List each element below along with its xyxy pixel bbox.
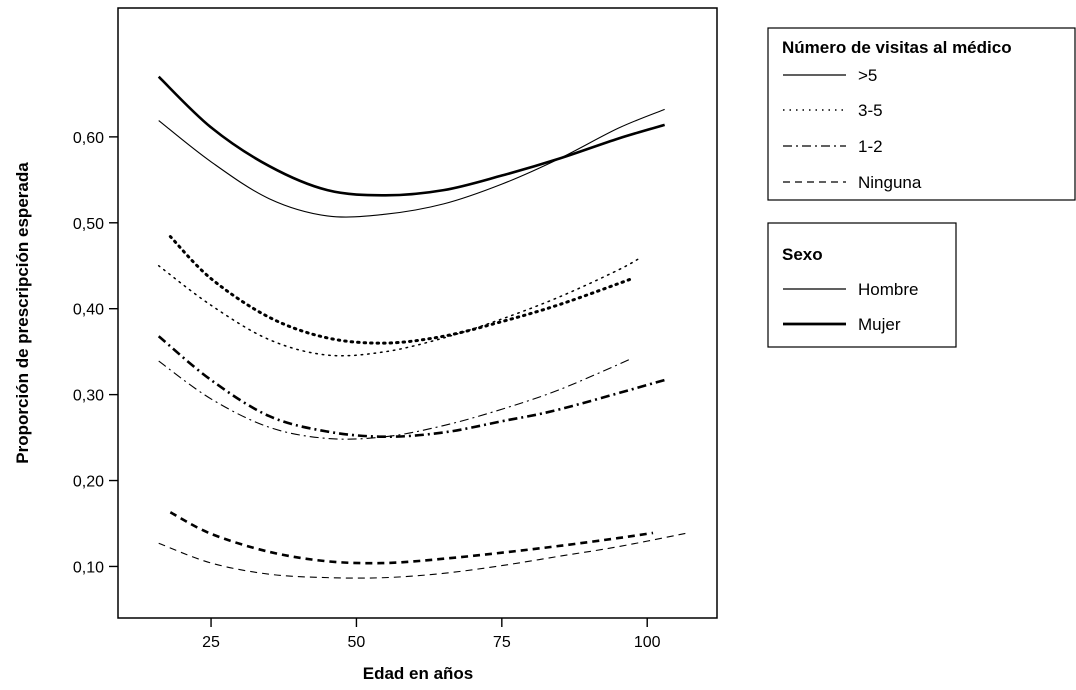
legend-label-1-2: 1-2 <box>858 137 883 156</box>
series-line-dotted-mujer <box>168 235 632 345</box>
legend-label-3-5: 3-5 <box>858 101 883 120</box>
x-tick-label: 100 <box>634 634 661 651</box>
x-tick-label: 25 <box>202 634 220 651</box>
series-line-dashdot-hombre <box>158 358 630 440</box>
series-line-dotted-hombre <box>157 256 643 357</box>
series-line-solid-mujer <box>157 75 666 197</box>
x-tick-label: 75 <box>493 634 511 651</box>
legend-label-gt5: >5 <box>858 66 877 85</box>
legend-sex: Sexo Hombre Mujer <box>767 222 957 348</box>
y-tick-label: 0,10 <box>73 559 104 576</box>
y-tick-label: 0,60 <box>73 130 104 147</box>
x-axis-title: Edad en años <box>363 664 474 683</box>
y-axis-title: Proporción de prescripción esperada <box>13 162 32 464</box>
x-tick-label: 50 <box>348 634 366 651</box>
legend-visits-frame <box>767 27 1076 201</box>
series-line-dashdot-mujer <box>157 335 666 439</box>
legend-visits: Número de visitas al médico >5 3-5 1-2 N… <box>767 27 1076 201</box>
x-axis: 25 50 75 100 <box>202 618 661 651</box>
legend-sex-title: Sexo <box>782 245 823 264</box>
y-tick-label: 0,20 <box>73 474 104 491</box>
plot-frame <box>117 7 718 619</box>
y-tick-label: 0,50 <box>73 216 104 233</box>
legend-sex-frame <box>767 222 957 348</box>
legend-label-ninguna: Ninguna <box>858 173 922 192</box>
y-tick-label: 0,30 <box>73 388 104 405</box>
legend-label-hombre: Hombre <box>858 280 918 299</box>
y-tick-label: 0,40 <box>73 302 104 319</box>
legend-visits-title: Número de visitas al médico <box>782 38 1012 57</box>
legend-label-mujer: Mujer <box>858 315 901 334</box>
y-axis: 0,10 0,20 0,30 0,40 0,50 0,60 <box>73 130 118 576</box>
series-line-dashed-hombre <box>158 532 689 579</box>
series-lines <box>157 75 689 579</box>
series-line-dashed-mujer <box>169 511 654 565</box>
series-line-solid-hombre <box>158 108 665 218</box>
